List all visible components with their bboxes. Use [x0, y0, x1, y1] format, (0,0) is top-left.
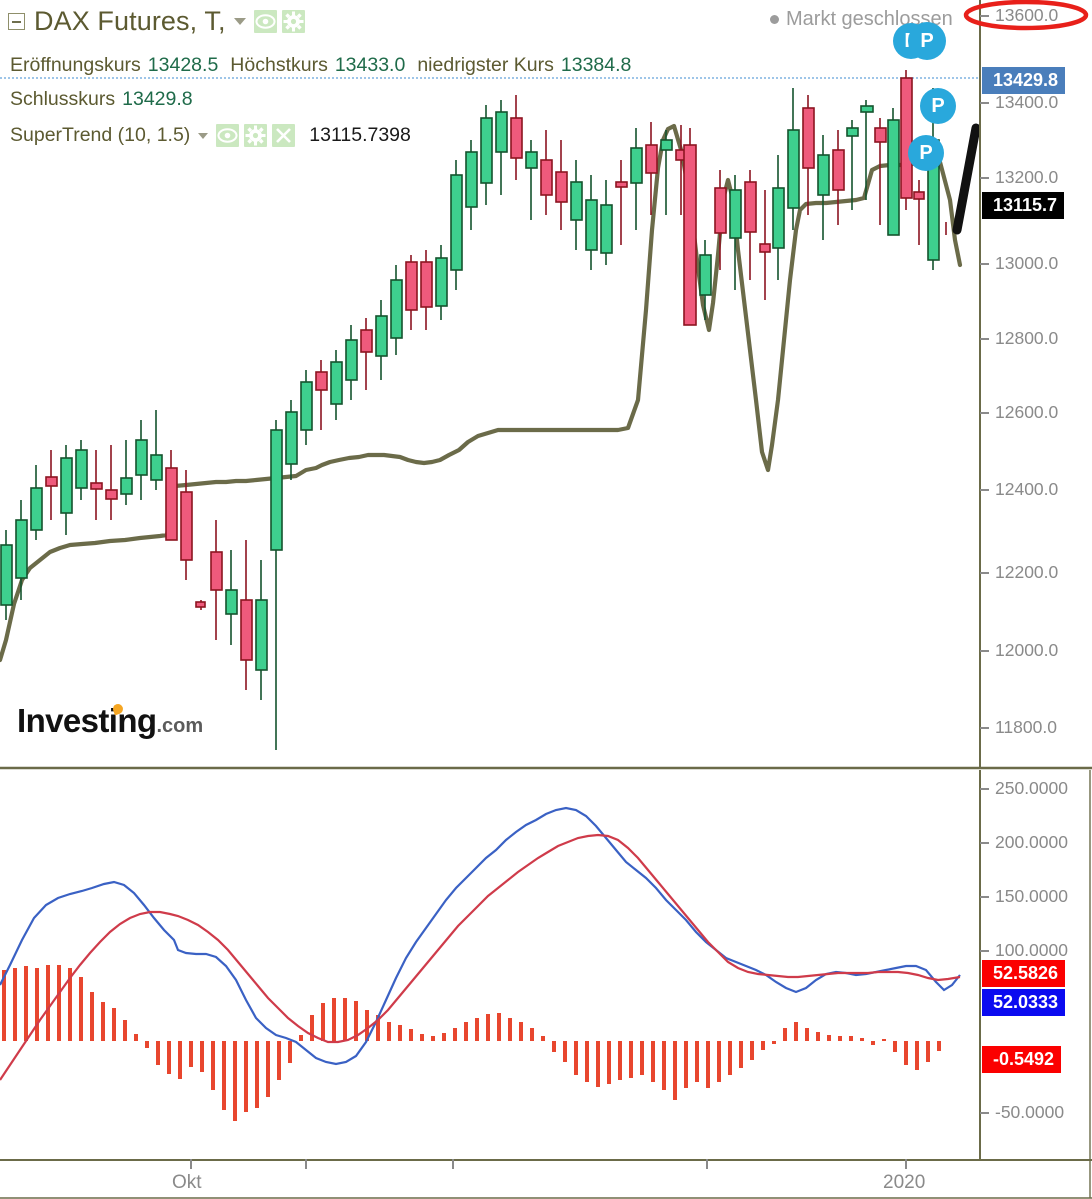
macd-plot-svg	[0, 770, 1092, 1199]
price-axis-tick: 13200.0	[995, 167, 1059, 187]
macd-axis-tick: 150.0000	[995, 886, 1068, 906]
macd-axis-tick: 250.0000	[995, 778, 1068, 798]
eye-icon[interactable]	[253, 10, 277, 33]
macd-signal-badge: 52.5826	[982, 960, 1066, 987]
close-x-icon[interactable]	[272, 124, 296, 147]
black-arrow-annotation	[952, 123, 981, 235]
p-marker-label: P	[919, 141, 933, 164]
macd-axis-tick: -50.0000	[995, 1102, 1065, 1122]
gear-icon[interactable]	[281, 10, 305, 33]
logo-suffix: .com	[156, 715, 204, 737]
x-axis-tick	[305, 1159, 307, 1169]
eye-icon[interactable]	[216, 124, 240, 147]
close-price-badge: 13429.8	[982, 67, 1066, 94]
collapse-minus-icon[interactable]	[8, 13, 25, 30]
price-axis-tick: 11800.0	[995, 717, 1057, 737]
p-marker[interactable]: P	[908, 22, 946, 60]
price-plot-svg	[0, 0, 1092, 770]
x-axis-tick	[706, 1159, 708, 1169]
chevron-down-icon[interactable]	[198, 132, 209, 139]
open-value: 13428.5	[147, 54, 219, 76]
x-axis-tick	[452, 1159, 454, 1169]
macd-chart-panel[interactable]: MACD (12, 26, close, 9) -0.5492 52.0333 …	[0, 770, 1092, 1199]
p-marker-label: P	[931, 94, 945, 117]
low-label: niedrigster Kurs	[417, 54, 554, 76]
x-axis-label: 2020	[883, 1172, 926, 1193]
status-dot-icon	[770, 15, 779, 24]
price-axis-tick: 12600.0	[995, 402, 1059, 422]
price-axis-tick: 12200.0	[995, 562, 1059, 582]
supertrend-value: 13115.7398	[309, 124, 411, 146]
chevron-down-icon[interactable]	[233, 18, 246, 25]
macd-histogram-badge: -0.5492	[982, 1046, 1062, 1073]
low-value: 13384.8	[560, 54, 632, 76]
close-value: 13429.8	[122, 88, 193, 110]
gear-icon[interactable]	[244, 124, 268, 147]
macd-axis-tick: 200.0000	[995, 832, 1068, 852]
p-marker-label: P	[920, 29, 934, 52]
price-axis-tick: 13600.0	[995, 5, 1059, 25]
close-label: Schlusskurs	[10, 88, 116, 110]
supertrend-row[interactable]: SuperTrend (10, 1.5) 13115.7398	[10, 124, 411, 147]
x-axis-tick	[190, 1159, 192, 1169]
x-axis-label: Okt	[172, 1172, 202, 1193]
investing-logo: Investing.com	[17, 702, 203, 740]
red-ellipse-annotation	[963, 0, 1089, 31]
ohlc-row: Eröffnungskurs 13428.5 Höchstkurs 13433.…	[10, 54, 631, 77]
supertrend-price-badge: 13115.7	[982, 192, 1065, 219]
close-row: Schlusskurs 13429.8	[10, 88, 193, 111]
high-label: Höchstkurs	[230, 54, 328, 76]
high-value: 13433.0	[334, 54, 406, 76]
symbol-title-row[interactable]: DAX Futures, T,	[8, 6, 305, 37]
logo-name: Investing	[17, 702, 157, 739]
macd-line-badge: 52.0333	[982, 989, 1066, 1016]
p-marker[interactable]: P	[920, 88, 956, 124]
open-label: Eröffnungskurs	[10, 54, 141, 76]
supertrend-label: SuperTrend (10, 1.5)	[10, 124, 191, 146]
page-title: DAX Futures, T,	[34, 6, 226, 36]
price-axis-tick: 12800.0	[995, 328, 1059, 348]
price-axis-tick: 13400.0	[995, 92, 1059, 112]
price-chart-panel[interactable]: DAX Futures, T, Markt geschlossen Eröffn…	[0, 0, 1092, 770]
price-axis-tick: 13000.0	[995, 253, 1059, 273]
p-marker[interactable]: P	[908, 135, 944, 171]
macd-axis-tick: 100.0000	[995, 940, 1068, 960]
price-axis-tick: 12400.0	[995, 479, 1059, 499]
price-axis-tick: 12000.0	[995, 640, 1059, 660]
x-axis-tick	[905, 1159, 907, 1169]
